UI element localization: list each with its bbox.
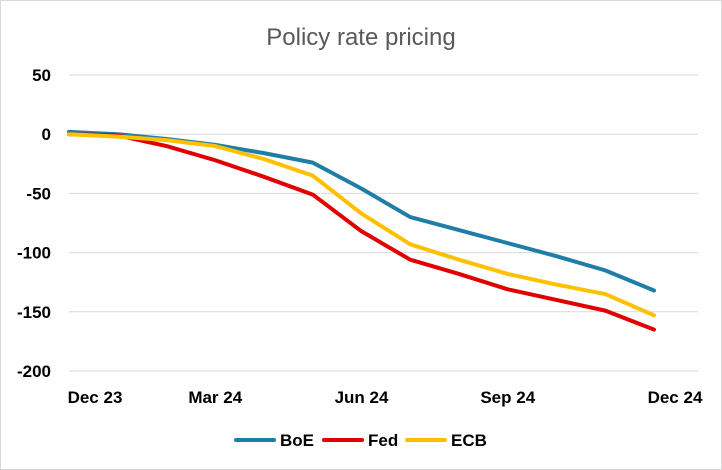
legend-label: Fed <box>368 431 398 450</box>
y-tick-label: -200 <box>17 362 51 381</box>
series-fed <box>67 132 656 332</box>
series-lines <box>67 129 656 332</box>
legend-item-ecb: ECB <box>405 431 487 450</box>
y-tick-label: 50 <box>32 66 51 85</box>
legend-label: ECB <box>451 431 487 450</box>
y-tick-label: -150 <box>17 303 51 322</box>
legend: BoE Fed ECB <box>234 431 487 450</box>
y-axis-tick-labels: 50 0 -50 -100 -150 -200 <box>17 66 51 381</box>
gridlines <box>69 74 698 372</box>
series-line-fed <box>67 132 656 332</box>
legend-item-fed: Fed <box>322 431 398 450</box>
y-tick-label: -50 <box>26 184 51 203</box>
x-tick-label: Dec 24 <box>648 388 703 407</box>
y-tick-label: 0 <box>42 125 51 144</box>
chart-title: Policy rate pricing <box>266 24 455 51</box>
x-tick-label: Jun 24 <box>335 388 389 407</box>
x-tick-label: Sep 24 <box>480 388 535 407</box>
x-tick-label: Mar 24 <box>188 388 242 407</box>
x-axis-tick-labels: Dec 23 Mar 24 Jun 24 Sep 24 Dec 24 <box>68 388 703 407</box>
series-ecb <box>67 132 656 318</box>
series-line-ecb <box>67 132 656 318</box>
legend-label: BoE <box>280 431 314 450</box>
y-tick-label: -100 <box>17 244 51 263</box>
x-tick-label: Dec 23 <box>68 388 123 407</box>
legend-item-boe: BoE <box>234 431 314 450</box>
